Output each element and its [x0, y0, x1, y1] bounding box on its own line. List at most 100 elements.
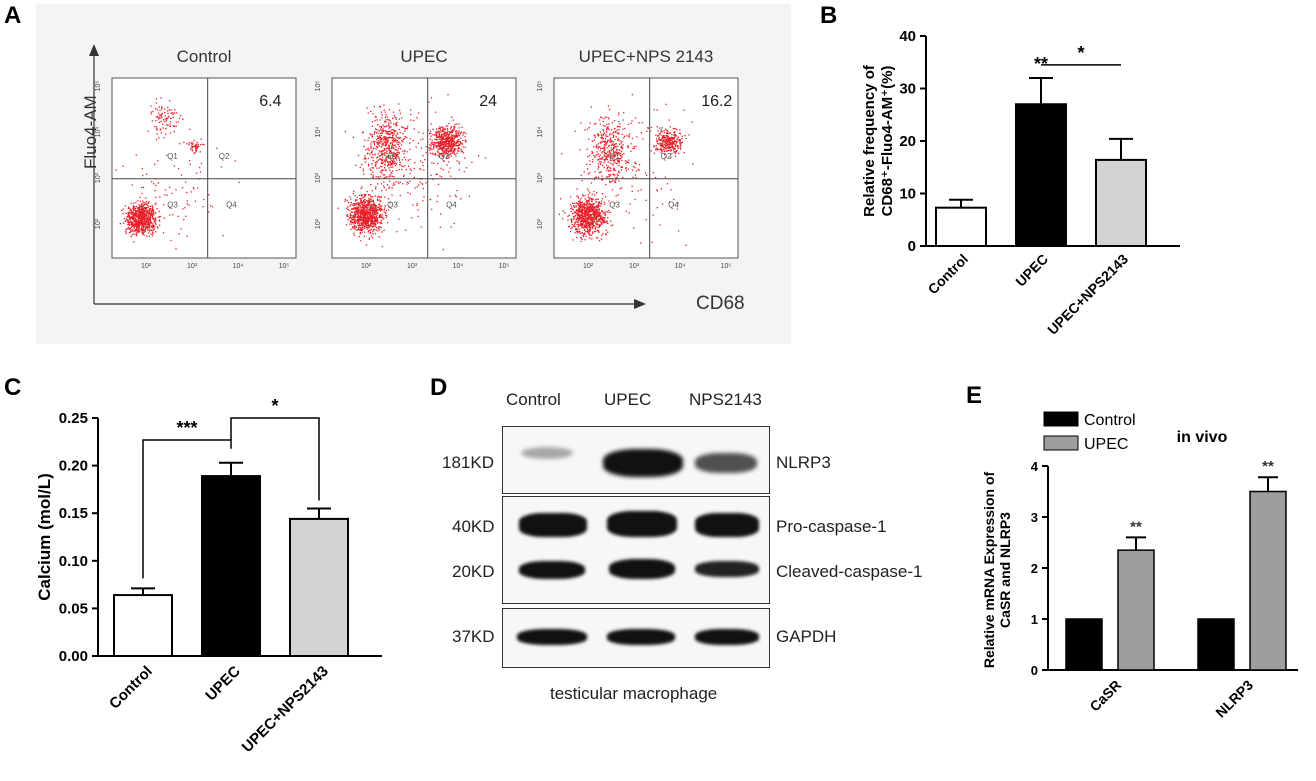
- kd-label-20: 20KD: [452, 562, 495, 581]
- y-tick-label: 4: [1031, 459, 1039, 474]
- y-axis-label: Relative mRNA Expression of: [981, 472, 997, 669]
- flow-plot-title: Control: [177, 47, 232, 66]
- flow-x-tick: 10⁴: [453, 263, 464, 270]
- flow-svg: Fluo4-AM CD68 Control 6.4 Q1 Q2 Q3 Q4 10² 10² 10…: [81, 44, 745, 314]
- kd-label-40: 40KD: [452, 517, 495, 536]
- flow-plot-title: UPEC+NPS 2143: [579, 47, 714, 66]
- significance-marker: *: [271, 396, 278, 416]
- band-nlrp3-nps: [695, 453, 757, 473]
- flow-q2-value: 24: [479, 93, 497, 110]
- flow-x-axis-label: CD68: [696, 293, 745, 314]
- y-tick-label: 30: [899, 81, 916, 98]
- x-tick-label: UPEC: [202, 663, 244, 705]
- band-procasp-nps: [695, 513, 759, 537]
- flow-x-tick: 10⁵: [721, 263, 732, 270]
- band-nlrp3-upec: [603, 449, 683, 477]
- y-axis-label: Relative frequency of: [861, 64, 878, 217]
- y-tick-label: 0.25: [59, 410, 88, 427]
- flow-y-tick: 10²: [95, 218, 102, 229]
- flow-y-tick: 10²: [537, 218, 544, 229]
- band-cleaved-control: [519, 561, 585, 579]
- chart-e-svg: 0 1 2 3 4 ** CaSR ** NLRP3 Control UPEC in vivo Rela…: [981, 411, 1298, 721]
- chart-e: 0 1 2 3 4 ** CaSR ** NLRP3 Control UPEC in vivo Rela…: [966, 400, 1316, 781]
- x-tick-label: CaSR: [1086, 677, 1124, 715]
- band-cleaved-upec: [609, 559, 675, 579]
- bar-upec-nps2143: [1095, 158, 1147, 247]
- flow-x-tick: 10²: [141, 263, 152, 270]
- blot-caspase: [502, 496, 770, 604]
- flow-x-tick: 10⁴: [233, 263, 244, 270]
- protein-label-nlrp3: NLRP3: [776, 453, 831, 472]
- bar-nlrp3-upec: [1249, 490, 1287, 671]
- y-axis-label: CD68⁺-Fluo4-AM⁺(%): [879, 66, 896, 217]
- flow-q1-label: Q1: [609, 152, 620, 161]
- y-tick-label: 0.10: [59, 553, 88, 570]
- significance-marker: ***: [176, 418, 197, 438]
- panel-letter-c: C: [4, 374, 22, 401]
- flow-q1-label: Q1: [387, 152, 398, 161]
- flow-plot-1: UPEC 24 Q1 Q2 Q3 Q4 10² 10² 10³ 10³ 10⁴ 10⁴ 10⁵ 10⁵: [315, 47, 517, 270]
- flow-y-tick: 10⁴: [315, 127, 322, 138]
- x-tick-label: NLRP3: [1212, 677, 1256, 721]
- significance-marker: **: [1262, 458, 1274, 475]
- y-tick-label: 20: [899, 133, 916, 150]
- bar-nlrp3-control: [1197, 618, 1235, 671]
- y-tick-label: 10: [899, 186, 916, 203]
- blot-gapdh: [502, 608, 770, 668]
- lane-label-nps2143: NPS2143: [689, 390, 762, 409]
- y-tick-label: 2: [1031, 561, 1038, 576]
- flow-q3-label: Q3: [167, 201, 178, 210]
- flow-x-tick: 10³: [629, 263, 640, 270]
- flow-x-tick: 10²: [583, 263, 594, 270]
- y-tick-label: 40: [899, 28, 916, 45]
- y-tick-label: 0: [908, 238, 916, 255]
- protein-label-procaspase: Pro-caspase-1: [776, 517, 887, 536]
- flow-y-tick: 10⁴: [537, 127, 544, 138]
- flow-plot-title: UPEC: [400, 47, 447, 66]
- legend-swatch-upec: [1043, 435, 1079, 451]
- blot-nlrp3: [502, 426, 770, 494]
- flow-q2-label: Q2: [219, 152, 230, 161]
- flow-q1-label: Q1: [167, 152, 178, 161]
- flow-q4-label: Q4: [226, 201, 237, 210]
- flow-x-tick: 10⁵: [279, 263, 290, 270]
- lane-label-upec: UPEC: [604, 390, 652, 409]
- x-tick-label: UPEC+NPS2143: [1044, 251, 1131, 338]
- panel-letter-b: B: [820, 2, 838, 29]
- x-tick-label: UPEC: [1012, 251, 1051, 290]
- flow-plot-0: Control 6.4 Q1 Q2 Q3 Q4 10² 10² 10³ 10³ 10⁴ 10⁴ 10⁵ 1…: [95, 47, 297, 270]
- flow-q2-label: Q2: [661, 152, 672, 161]
- panel-letter-d: D: [430, 374, 448, 401]
- bar-casr-control: [1065, 618, 1103, 671]
- y-axis-label: CaSR and NLRP3: [997, 512, 1013, 628]
- flow-plot-2: UPEC+NPS 2143 16.2 Q1 Q2 Q3 Q4 10² 10² 10³ 10³ 10⁴…: [537, 47, 739, 270]
- y-tick-label: 0.00: [59, 648, 88, 665]
- chart-c: 0.00 0.05 0.10 0.15 0.20 0.25 Control UPEC UPEC+…: [0, 380, 430, 781]
- flow-q3-label: Q3: [387, 201, 398, 210]
- y-tick-label: 0: [1031, 663, 1038, 678]
- flow-q2-value: 6.4: [259, 93, 281, 110]
- chart-c-svg: 0.00 0.05 0.10 0.15 0.20 0.25 Control UPECUPEC+…: [35, 396, 382, 756]
- bar-control: [935, 206, 987, 248]
- kd-label-181: 181KD: [442, 453, 494, 472]
- kd-label-37: 37KD: [452, 627, 495, 646]
- flow-panel: Fluo4-AM CD68 Control 6.4 Q1 Q2 Q3 Q4 10² 10² 10…: [36, 4, 791, 344]
- flow-y-axis-label: Fluo4-AM: [81, 95, 100, 169]
- chart-e-title: in vivo: [1177, 429, 1228, 446]
- flow-y-tick: 10³: [95, 172, 102, 183]
- flow-y-tick: 10³: [537, 172, 544, 183]
- y-tick-label: 0.15: [59, 505, 88, 522]
- bar-upec-nps2143: [289, 517, 349, 657]
- flow-y-tick: 10²: [315, 218, 322, 229]
- flow-y-tick: 10⁵: [315, 81, 322, 92]
- band-gapdh-nps: [695, 629, 759, 645]
- flow-q3-label: Q3: [609, 201, 620, 210]
- panel-letter-e: E: [966, 382, 983, 409]
- significance-marker: *: [1077, 43, 1084, 63]
- lane-label-control: Control: [506, 390, 561, 409]
- flow-plots: Control 6.4 Q1 Q2 Q3 Q4 10² 10² 10³ 10³ 10⁴ 10⁴ 10⁵ 1…: [95, 47, 739, 270]
- bar-upec: [201, 475, 261, 657]
- bar-upec: [1015, 103, 1067, 247]
- flow-x-tick: 10²: [361, 263, 372, 270]
